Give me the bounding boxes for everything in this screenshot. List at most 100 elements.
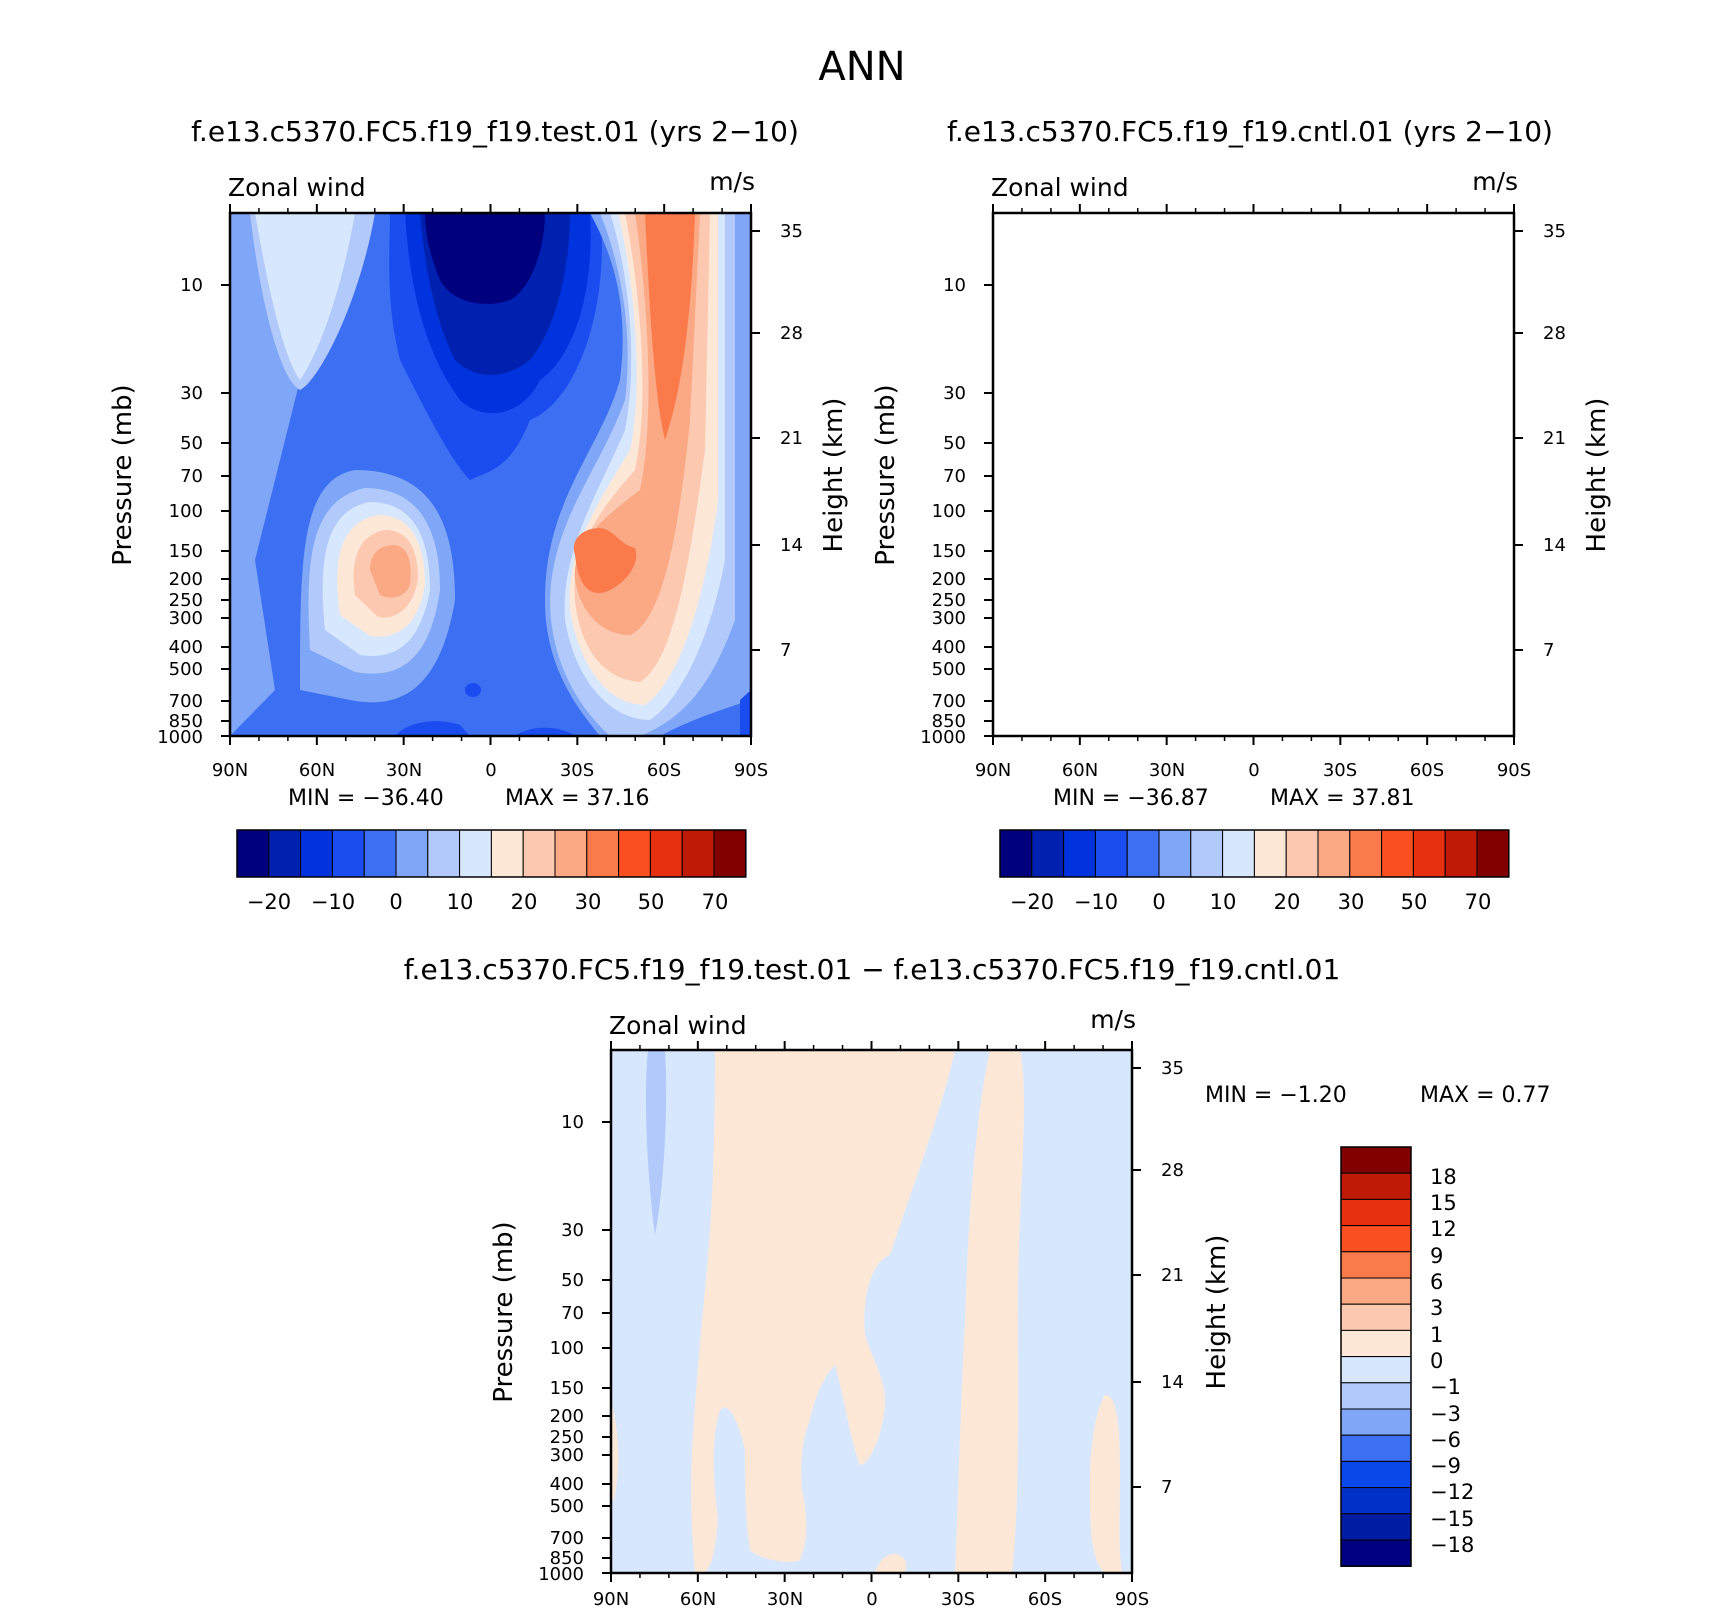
plot-frame — [991, 211, 1516, 738]
y2-tick-label: 35 — [1161, 1058, 1184, 1079]
min-label: MIN = −36.87 — [1053, 786, 1209, 811]
y2-tick-label: 21 — [1161, 1265, 1184, 1286]
x-tick-label: 30S — [1323, 760, 1357, 781]
y2-tick-label: 35 — [780, 221, 803, 242]
y-tick-label: 250 — [550, 1427, 584, 1448]
y-tick-label: 100 — [932, 501, 966, 522]
contour-band — [1152, 213, 1365, 480]
contour-band — [465, 683, 481, 697]
x-tick-label: 0 — [485, 760, 496, 781]
colorbar-swatch — [1340, 1408, 1412, 1436]
panel-title: f.e13.c5370.FC5.f19_f19.cntl.01 (yrs 2−1… — [947, 115, 1553, 148]
contour-band — [1183, 213, 1333, 375]
colorbar-swatch — [1340, 1329, 1412, 1358]
colorbar-swatch — [681, 829, 715, 878]
contour-band — [1063, 470, 1218, 702]
contour-band — [875, 1554, 907, 1573]
contour-band — [1328, 213, 1488, 720]
x-tick-label: 60S — [1410, 760, 1444, 781]
y-tick-label: 150 — [932, 541, 966, 562]
colorbar-swatch — [1190, 829, 1224, 878]
colorbar-label: 70 — [702, 890, 729, 914]
contour-band — [1463, 690, 1514, 736]
colorbar-swatch — [459, 829, 492, 878]
y-tick-label: 400 — [550, 1474, 584, 1495]
y-tick-label: 10 — [561, 1112, 584, 1133]
colorbar-label: −1 — [1430, 1375, 1461, 1399]
y-tick-label: 200 — [932, 569, 966, 590]
colorbar-swatch — [1340, 1487, 1412, 1515]
contour-band — [1158, 721, 1233, 736]
y-tick-label: 250 — [169, 590, 203, 611]
colorbar-label: 9 — [1430, 1244, 1443, 1268]
y-tick-label: 70 — [180, 466, 203, 487]
x-tick-label: 60S — [1028, 1589, 1062, 1610]
colorbar-label: 6 — [1430, 1270, 1443, 1294]
contour-band — [1168, 213, 1354, 413]
colorbar-swatch — [1340, 1513, 1412, 1541]
y-tick-label: 500 — [550, 1496, 584, 1517]
y-tick-label: 10 — [943, 275, 966, 296]
colorbar — [999, 829, 1510, 878]
contour-band — [645, 1050, 667, 1235]
y-tick-label: 850 — [169, 711, 203, 732]
colorbar-label: 70 — [1465, 890, 1492, 914]
y-tick-label: 70 — [943, 466, 966, 487]
colorbar-swatch — [236, 829, 270, 878]
y2-tick-label: 14 — [1161, 1372, 1184, 1393]
y2-axis: 35 28 21 14 7 — [1543, 221, 1566, 661]
colorbar-label: 50 — [1401, 890, 1428, 914]
colorbar-swatch — [1340, 1277, 1412, 1305]
y-axis: 10 30 50 70 100 150 200 250 300 400 500 … — [157, 275, 203, 748]
y2-axis-title: Height (km) — [1202, 1235, 1232, 1390]
colorbar-swatch — [1094, 829, 1128, 878]
contour-band — [1408, 213, 1458, 440]
colorbar-frame — [1340, 1146, 1412, 1567]
colorbar-frame — [999, 829, 1510, 878]
contour-band — [425, 213, 545, 304]
y-tick-label: 150 — [169, 541, 203, 562]
variable-label: Zonal wind — [609, 1011, 747, 1040]
colorbar-label: −9 — [1430, 1454, 1461, 1478]
x-tick-label: 90N — [975, 760, 1011, 781]
y-tick-label: 500 — [932, 659, 966, 680]
units-label: m/s — [709, 167, 755, 196]
units-label: m/s — [1090, 1005, 1136, 1034]
x-axis: 90N 60N 30N 0 30S 60S 90S — [593, 1589, 1149, 1610]
max-label: MAX = 37.16 — [505, 786, 650, 811]
colorbar-swatch — [1340, 1539, 1412, 1567]
y-tick-label: 400 — [932, 637, 966, 658]
contour-band — [1086, 502, 1193, 656]
colorbar-label: −12 — [1430, 1480, 1474, 1504]
colorbar-swatch — [1126, 829, 1160, 878]
colorbar-swatch — [1285, 829, 1319, 878]
colorbar-swatch — [1349, 829, 1383, 878]
colorbar-swatch — [1222, 829, 1255, 878]
y2-axis-title: Height (km) — [1582, 398, 1612, 553]
colorbar-labels: −20 −10 0 10 20 30 50 70 — [1010, 890, 1492, 914]
y-tick-label: 300 — [550, 1445, 584, 1466]
panel-cntl: f.e13.c5370.FC5.f19_f19.cntl.01 (yrs 2−1… — [871, 115, 1612, 914]
contour-band — [515, 727, 575, 736]
y2-tick-label: 7 — [780, 640, 791, 661]
y-axis-title: Pressure (mb) — [108, 384, 138, 565]
colorbar-label: 15 — [1430, 1191, 1457, 1215]
contour-band — [645, 213, 695, 440]
colorbar-swatch — [554, 829, 588, 878]
x-tick-label: 90S — [1115, 1589, 1149, 1610]
max-label: MAX = 0.77 — [1420, 1083, 1551, 1108]
contour-band — [993, 213, 1514, 736]
y-tick-label: 10 — [180, 275, 203, 296]
season-title: ANN — [818, 44, 905, 90]
y-tick-label: 50 — [561, 1270, 584, 1291]
contour-band — [1072, 488, 1203, 674]
y2-axis: 35 28 21 14 7 — [780, 221, 803, 661]
y-tick-label: 150 — [550, 1378, 584, 1399]
colorbar-swatch — [331, 829, 365, 878]
contour-field — [993, 213, 1514, 736]
colorbar-swatch — [268, 829, 302, 878]
colorbar-swatch — [1340, 1225, 1412, 1253]
y-tick-label: 100 — [550, 1338, 584, 1359]
colorbar-label: 12 — [1430, 1217, 1457, 1241]
